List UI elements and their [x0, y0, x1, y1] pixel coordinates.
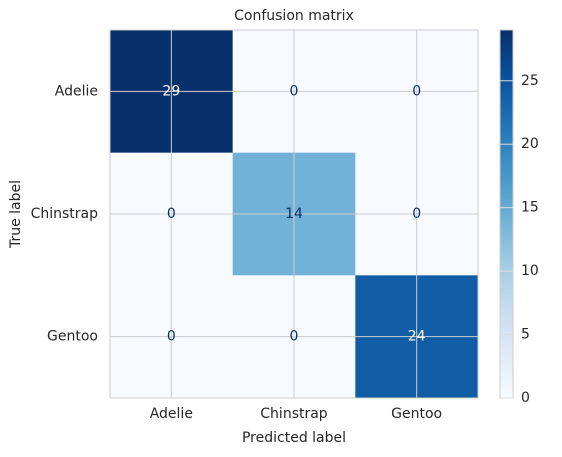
colorbar-tick-label: 20: [521, 136, 539, 152]
cell-label: 0: [412, 206, 421, 222]
cell-label: 29: [162, 83, 180, 99]
x-axis-title: Predicted label: [242, 430, 346, 446]
colorbar-tick-label: 0: [521, 390, 530, 406]
cell-label: 14: [285, 206, 303, 222]
colorbar-tick-label: 5: [521, 327, 530, 343]
y-axis-title: True label: [8, 180, 24, 249]
cell-label: 0: [167, 329, 176, 345]
y-tick-label: Adelie: [55, 83, 98, 99]
cell-label: 0: [412, 83, 421, 99]
cell-label: 0: [290, 83, 299, 99]
colorbar-tick-label: 25: [521, 73, 539, 89]
x-tick-label: Adelie: [150, 406, 193, 422]
x-tick-label: Chinstrap: [260, 406, 328, 422]
plot-frame: [109, 29, 479, 399]
cell-label: 0: [290, 329, 299, 345]
chart-title: Confusion matrix: [234, 8, 354, 24]
cell-label: 0: [167, 206, 176, 222]
x-tick-label: Gentoo: [391, 406, 442, 422]
colorbar-tick-label: 15: [521, 200, 539, 216]
y-tick-label: Chinstrap: [31, 206, 99, 222]
y-tick-label: Gentoo: [47, 329, 98, 345]
colorbar-tick-label: 10: [521, 263, 539, 279]
cell-label: 24: [408, 329, 426, 345]
colorbar: [499, 29, 514, 399]
